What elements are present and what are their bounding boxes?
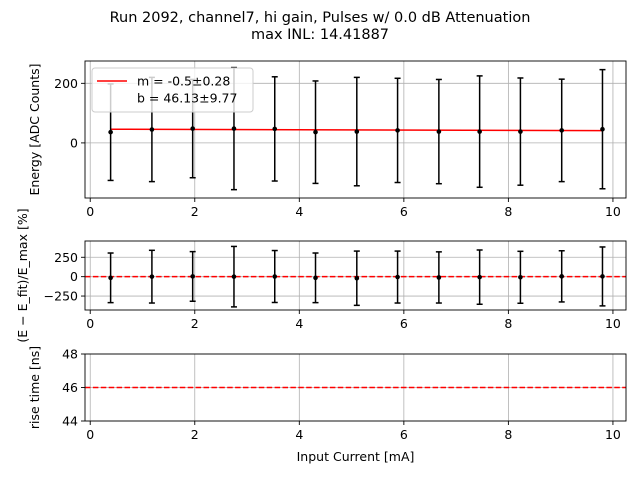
- legend: m = -0.5±0.28 b = 46.13±9.77: [91, 67, 254, 113]
- data-point: [354, 129, 360, 134]
- y-axis-label: Energy [ADC Counts]: [27, 63, 42, 195]
- axes-frame: [84, 60, 627, 199]
- data-point: [313, 275, 318, 281]
- y-tick-label: 250: [54, 250, 78, 265]
- figure-title-line2: max INL: 14.41887: [251, 27, 389, 43]
- data-point: [149, 274, 155, 279]
- data-point: [395, 274, 400, 280]
- data-point: [313, 129, 318, 135]
- figure-title-line1: Run 2092, channel7, hi gain, Pulses w/ 0…: [110, 10, 531, 26]
- x-tick-label: 10: [605, 204, 621, 219]
- x-tick-label: 2: [191, 427, 199, 442]
- legend-box: [91, 67, 254, 113]
- data-point: [600, 274, 605, 279]
- data-point: [108, 275, 113, 281]
- y-tick-label: 44: [62, 414, 78, 429]
- legend-entry: m = -0.5±0.28: [137, 74, 230, 89]
- data-point: [231, 126, 237, 131]
- x-tick-label: 4: [295, 316, 303, 331]
- data-point: [436, 275, 442, 280]
- y-tick-label: −250: [44, 289, 78, 304]
- x-tick-label: 8: [504, 316, 512, 331]
- y-tick-label: 46: [62, 380, 78, 395]
- y-tick-label: 0: [70, 269, 78, 284]
- data-point: [477, 274, 482, 280]
- x-tick-label: 10: [605, 427, 621, 442]
- data-point: [354, 275, 360, 281]
- panel-residual: 0 2 4 6 8 10 −250 0 250 (E − E_fit)/E_max [%]: [15, 208, 627, 343]
- data-point: [436, 129, 442, 134]
- data-point: [477, 129, 482, 134]
- x-tick-label: 8: [504, 204, 512, 219]
- data-point: [518, 274, 523, 280]
- data-point: [190, 274, 195, 279]
- x-tick-label: 0: [86, 427, 94, 442]
- x-tick-label: 0: [86, 316, 94, 331]
- data-point: [149, 127, 155, 132]
- x-tick-label: 2: [191, 316, 199, 331]
- axes-frame: [84, 240, 627, 311]
- data-point: [231, 274, 237, 279]
- x-tick-label: 2: [191, 204, 199, 219]
- data-point: [108, 129, 113, 135]
- y-tick-label: 200: [54, 76, 78, 91]
- y-tick-label: 0: [70, 135, 78, 150]
- y-tick-label: 48: [62, 347, 78, 362]
- data-point: [559, 274, 565, 279]
- y-axis-label: rise time [ns]: [27, 346, 42, 429]
- data-point: [518, 129, 523, 134]
- data-point: [272, 274, 278, 279]
- x-tick-label: 4: [295, 427, 303, 442]
- panel-energy: 0 2 4 6 8 10 0 200 Energy [ADC Counts] m = -0.5±0…: [27, 60, 627, 219]
- x-axis-label: Input Current [mA]: [297, 449, 415, 464]
- data-point: [272, 126, 278, 132]
- x-tick-label: 10: [605, 316, 621, 331]
- legend-entry: b = 46.13±9.77: [137, 91, 237, 106]
- data-point: [559, 128, 565, 133]
- data-point: [600, 126, 605, 132]
- y-axis-label: (E − E_fit)/E_max [%]: [15, 208, 30, 342]
- x-tick-label: 8: [504, 427, 512, 442]
- x-tick-label: 0: [86, 204, 94, 219]
- x-tick-label: 4: [295, 204, 303, 219]
- data-point: [190, 126, 195, 131]
- data-point: [395, 128, 400, 133]
- x-tick-label: 6: [400, 427, 408, 442]
- x-tick-label: 6: [400, 316, 408, 331]
- x-tick-label: 6: [400, 204, 408, 219]
